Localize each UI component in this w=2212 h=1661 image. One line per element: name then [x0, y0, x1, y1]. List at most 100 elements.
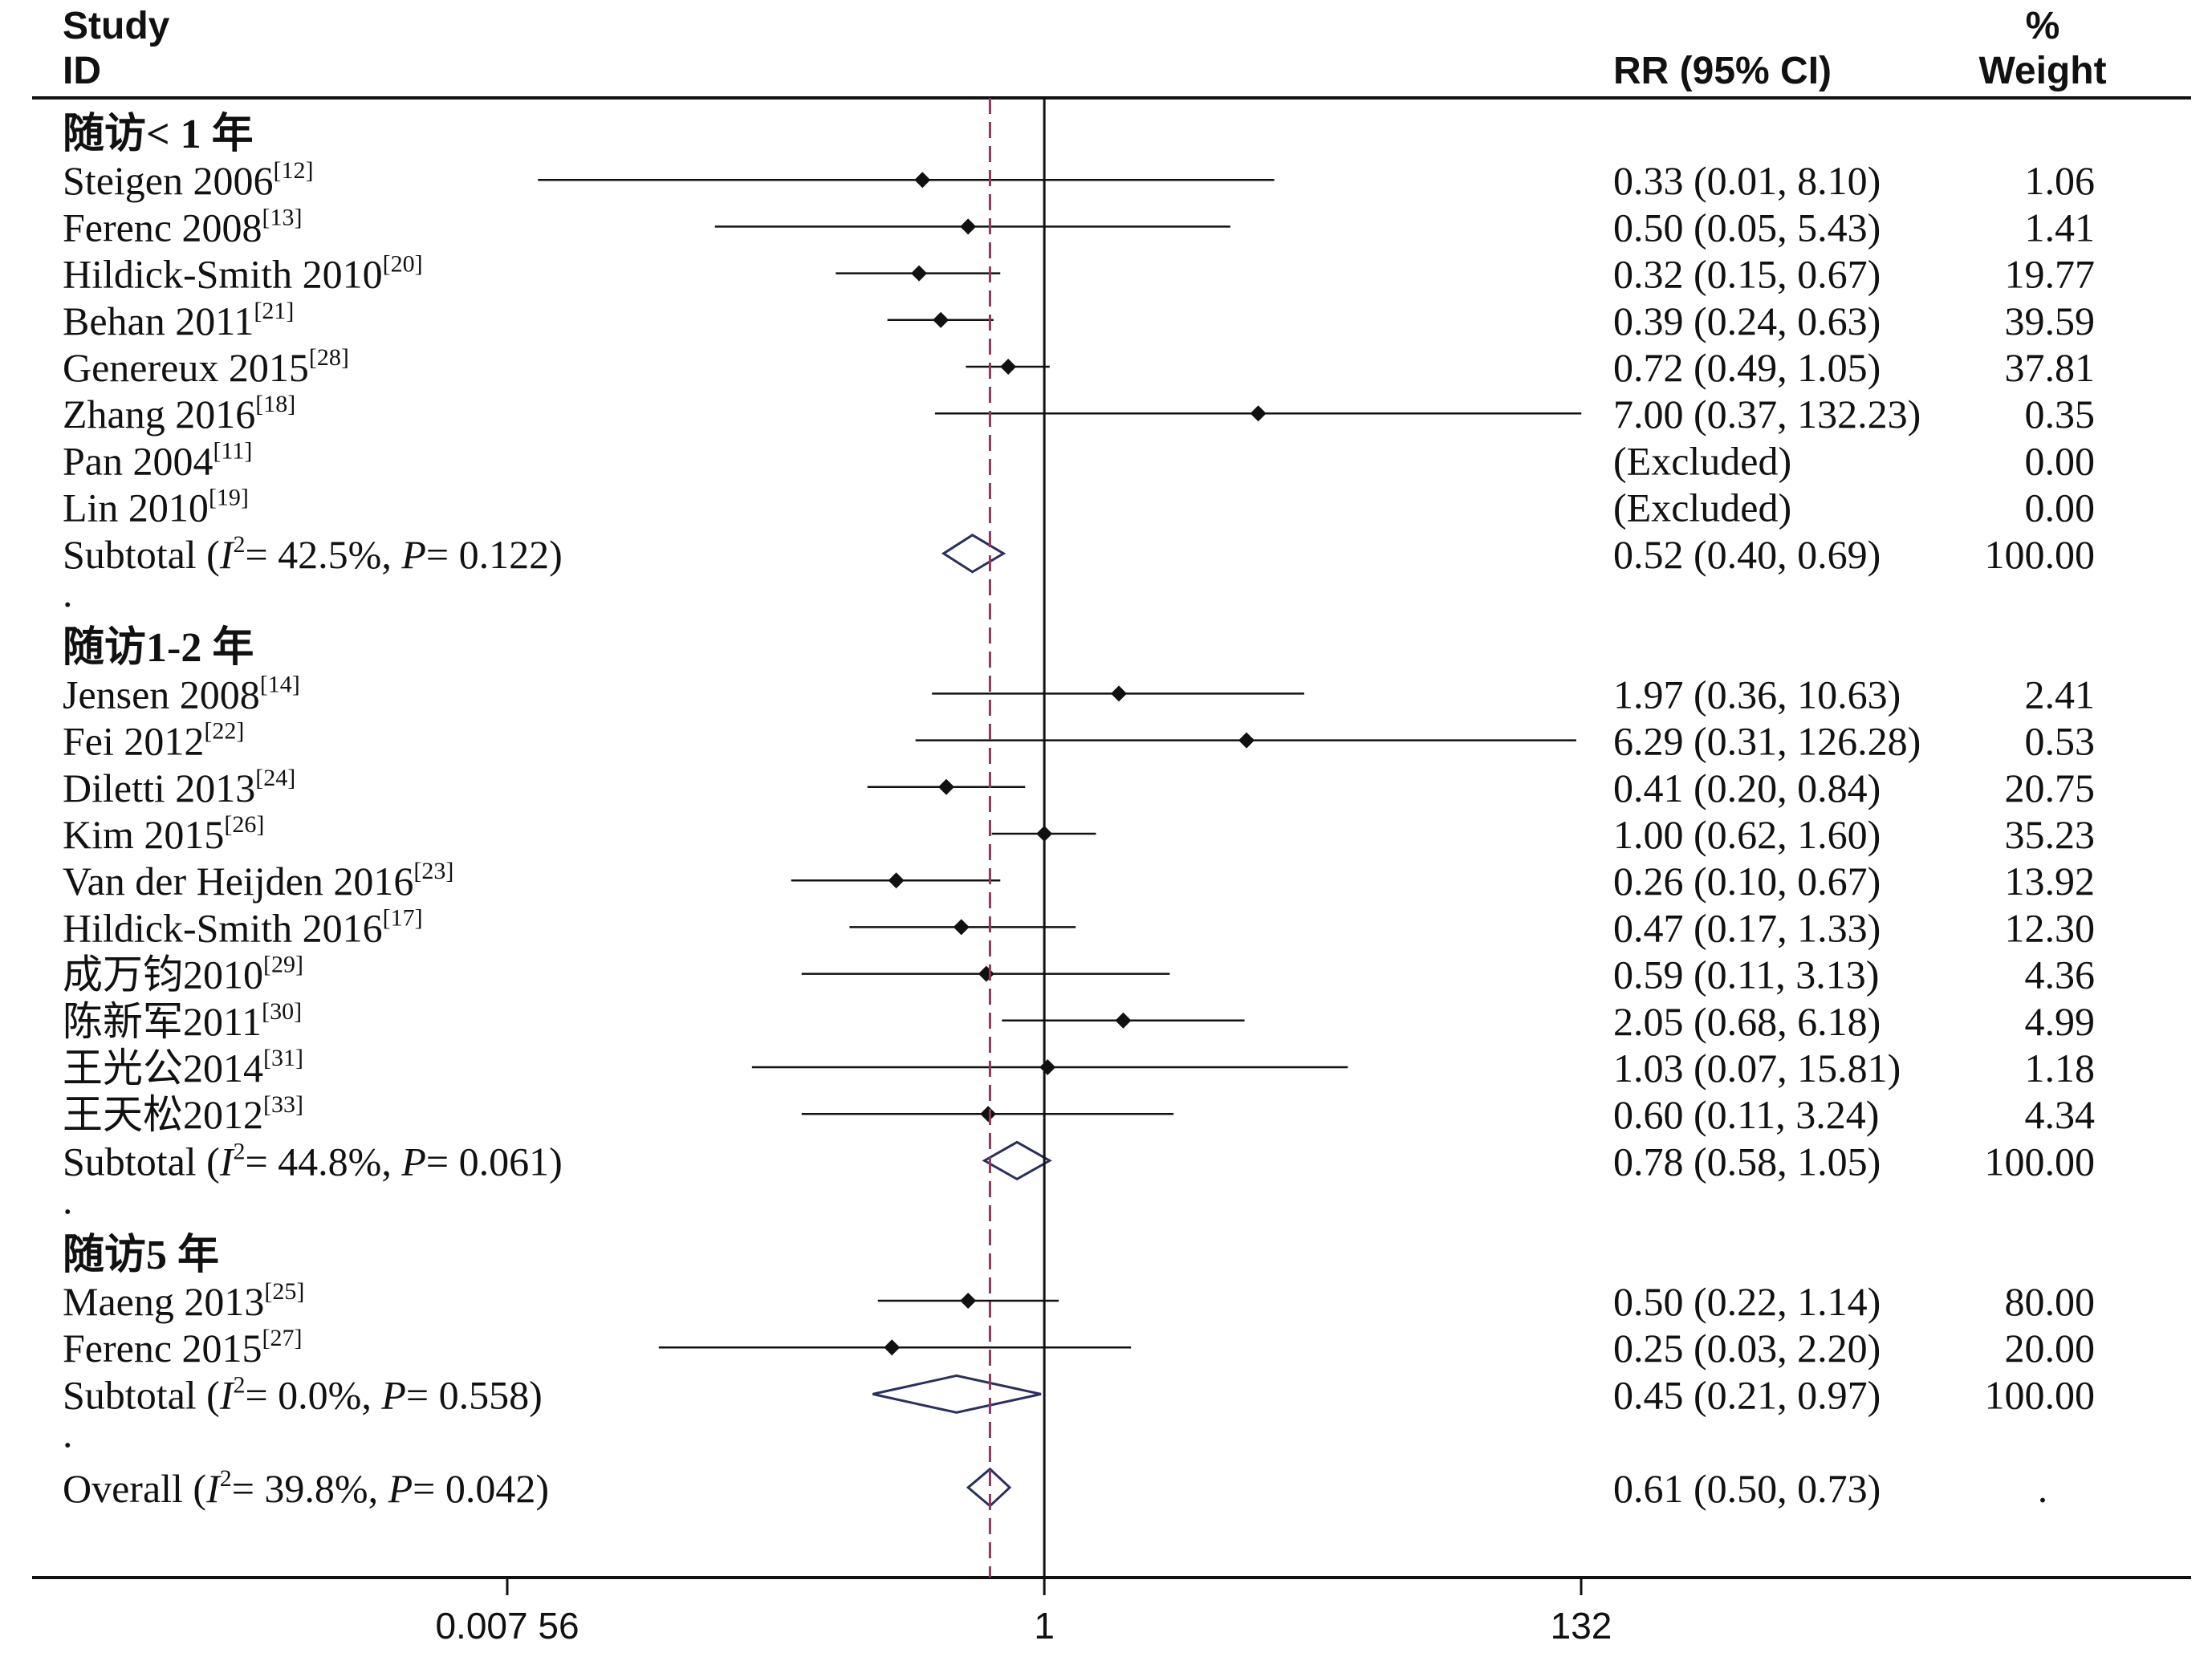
subtotal-2-label: Subtotal (I2= 44.8%, P= 0.061)	[63, 1138, 563, 1184]
spacer-dot-1: .	[63, 571, 73, 615]
study-3-1-rr-ci: 0.50 (0.22, 1.14)	[1613, 1279, 1881, 1324]
study-2-5-rr-ci: 0.26 (0.10, 0.67)	[1613, 859, 1881, 904]
subtotal-3-label-i-superscript: 2	[233, 1371, 245, 1398]
group-title-1: 随访< 1 年	[63, 111, 254, 157]
study-1-4-name: Behan 2011	[63, 298, 254, 343]
study-2-8-point	[1115, 1012, 1132, 1029]
study-1-7-rr-ci: (Excluded)	[1613, 438, 1791, 483]
study-1-7-weight: 0.00	[2025, 438, 2096, 483]
x-tick-label-3: 132	[1551, 1605, 1612, 1647]
subtotal-3-label-p-value: = 0.558)	[406, 1372, 543, 1417]
study-1-2-rr-ci: 0.50 (0.05, 5.43)	[1613, 205, 1881, 250]
study-3-1-weight: 80.00	[2005, 1279, 2096, 1324]
study-1-1-rr-ci: 0.33 (0.01, 8.10)	[1613, 158, 1881, 203]
study-3-2-weight: 20.00	[2005, 1326, 2096, 1371]
header-weight-label: Weight	[1978, 50, 2106, 92]
overall-label-i2-value: = 39.8%,	[232, 1466, 388, 1511]
overall-label-i-superscript: 2	[220, 1465, 232, 1492]
study-2-6-weight: 12.30	[2005, 905, 2096, 950]
study-2-3-weight: 20.75	[2005, 766, 2096, 810]
study-1-5-name: Genereux 2015	[63, 345, 309, 390]
study-1-5-point	[1000, 359, 1017, 375]
study-2-1-weight: 2.41	[2025, 672, 2096, 717]
study-1-6-weight: 0.35	[2025, 392, 2096, 437]
study-1-8-weight: 0.00	[2025, 485, 2096, 530]
study-2-8-name: 陈新军2011	[63, 999, 262, 1044]
study-2-8-reference: [30]	[262, 998, 302, 1025]
group-title-2: 随访1-2 年	[63, 624, 254, 671]
study-3-2-name: Ferenc 2015	[63, 1326, 262, 1371]
study-2-10-label: 王天松2012[33]	[63, 1091, 303, 1137]
study-2-7-weight: 4.36	[2025, 952, 2096, 997]
study-1-6-label: Zhang 2016[18]	[63, 391, 295, 437]
overall-label-i-symbol: I	[205, 1466, 222, 1511]
study-1-2-name: Ferenc 2008	[63, 205, 262, 250]
study-2-4-weight: 35.23	[2005, 812, 2096, 857]
study-1-6-reference: [18]	[255, 391, 295, 417]
study-1-6-point	[1250, 405, 1267, 422]
study-1-2-reference: [13]	[262, 204, 303, 230]
study-1-7-reference: [11]	[213, 437, 253, 464]
study-1-5-label: Genereux 2015[28]	[63, 344, 349, 390]
study-2-6-label: Hildick-Smith 2016[17]	[63, 904, 423, 950]
study-2-5-name: Van der Heijden 2016	[63, 859, 413, 904]
study-2-7-name: 成万钧2010	[63, 952, 263, 997]
study-2-1-reference: [14]	[260, 671, 300, 697]
study-1-4-rr-ci: 0.39 (0.24, 0.63)	[1613, 298, 1881, 343]
study-2-8-label: 陈新军2011[30]	[63, 998, 302, 1044]
study-2-2-weight: 0.53	[2025, 719, 2096, 764]
study-1-6-name: Zhang 2016	[63, 392, 255, 437]
study-2-7-point	[978, 965, 994, 982]
study-1-3-rr-ci: 0.32 (0.15, 0.67)	[1613, 252, 1881, 297]
subtotal-1-rr-ci: 0.52 (0.40, 0.69)	[1613, 532, 1881, 577]
study-2-10-reference: [33]	[263, 1091, 303, 1118]
x-axis-ticks: 0.007 56 1 132	[435, 1578, 1612, 1647]
header-id-label: ID	[63, 50, 101, 92]
study-3-2-label: Ferenc 2015[27]	[63, 1325, 303, 1371]
subtotal-2-label-prefix: Subtotal (	[63, 1139, 220, 1184]
study-2-2-rr-ci: 6.29 (0.31, 126.28)	[1613, 719, 1921, 764]
study-1-8-name: Lin 2010	[63, 485, 209, 530]
study-2-9-point	[1039, 1059, 1056, 1075]
study-2-4-rr-ci: 1.00 (0.62, 1.60)	[1613, 812, 1881, 857]
subtotal-2-label-i-superscript: 2	[233, 1138, 245, 1164]
study-1-2-weight: 1.41	[2025, 205, 2096, 250]
study-3-2-point	[884, 1339, 901, 1356]
study-2-2-reference: [22]	[204, 718, 244, 745]
study-1-8-label: Lin 2010[19]	[63, 485, 249, 530]
study-3-2-reference: [27]	[262, 1325, 303, 1351]
study-2-6-reference: [17]	[383, 904, 423, 931]
header-percent-label: %	[2026, 5, 2060, 47]
study-2-9-label: 王光公2014[31]	[63, 1045, 303, 1090]
subtotal-1-weight: 100.00	[1985, 532, 2096, 577]
study-2-4-label: Kim 2015[26]	[63, 811, 264, 857]
study-1-4-label: Behan 2011[21]	[63, 298, 294, 343]
subtotal-3-label-i-symbol: I	[219, 1372, 235, 1417]
subtotal-3-label-p-symbol: P	[380, 1372, 406, 1417]
study-2-1-rr-ci: 1.97 (0.36, 10.63)	[1613, 672, 1901, 717]
study-2-10-rr-ci: 0.60 (0.11, 3.24)	[1613, 1092, 1879, 1137]
subtotal-3-rr-ci: 0.45 (0.21, 0.97)	[1613, 1372, 1881, 1417]
study-2-4-name: Kim 2015	[63, 812, 224, 857]
subtotal-3-weight: 100.00	[1985, 1372, 2096, 1417]
study-1-1-reference: [12]	[273, 157, 313, 184]
subtotal-3-label-i2-value: = 0.0%,	[245, 1372, 381, 1417]
study-2-5-label: Van der Heijden 2016[23]	[63, 858, 453, 904]
study-2-2-name: Fei 2012	[63, 719, 204, 764]
study-1-1-name: Steigen 2006	[63, 158, 273, 203]
study-1-5-weight: 37.81	[2005, 345, 2096, 390]
x-tick-label-2: 1	[1034, 1605, 1055, 1647]
study-2-9-rr-ci: 1.03 (0.07, 15.81)	[1613, 1046, 1901, 1090]
study-2-1-label: Jensen 2008[14]	[63, 671, 300, 717]
spacer-dot-2: .	[63, 1178, 73, 1223]
study-3-1-point	[960, 1293, 977, 1309]
subtotal-1-diamond	[941, 534, 1006, 574]
study-2-9-weight: 1.18	[2025, 1046, 2096, 1090]
subtotal-2-diamond	[982, 1140, 1052, 1181]
study-2-7-rr-ci: 0.59 (0.11, 3.13)	[1613, 952, 1879, 997]
subtotal-1-label-i2-value: = 42.5%,	[245, 532, 401, 577]
header-rr-label: RR (95% CI)	[1613, 50, 1832, 92]
subtotal-3-diamond	[872, 1374, 1042, 1414]
